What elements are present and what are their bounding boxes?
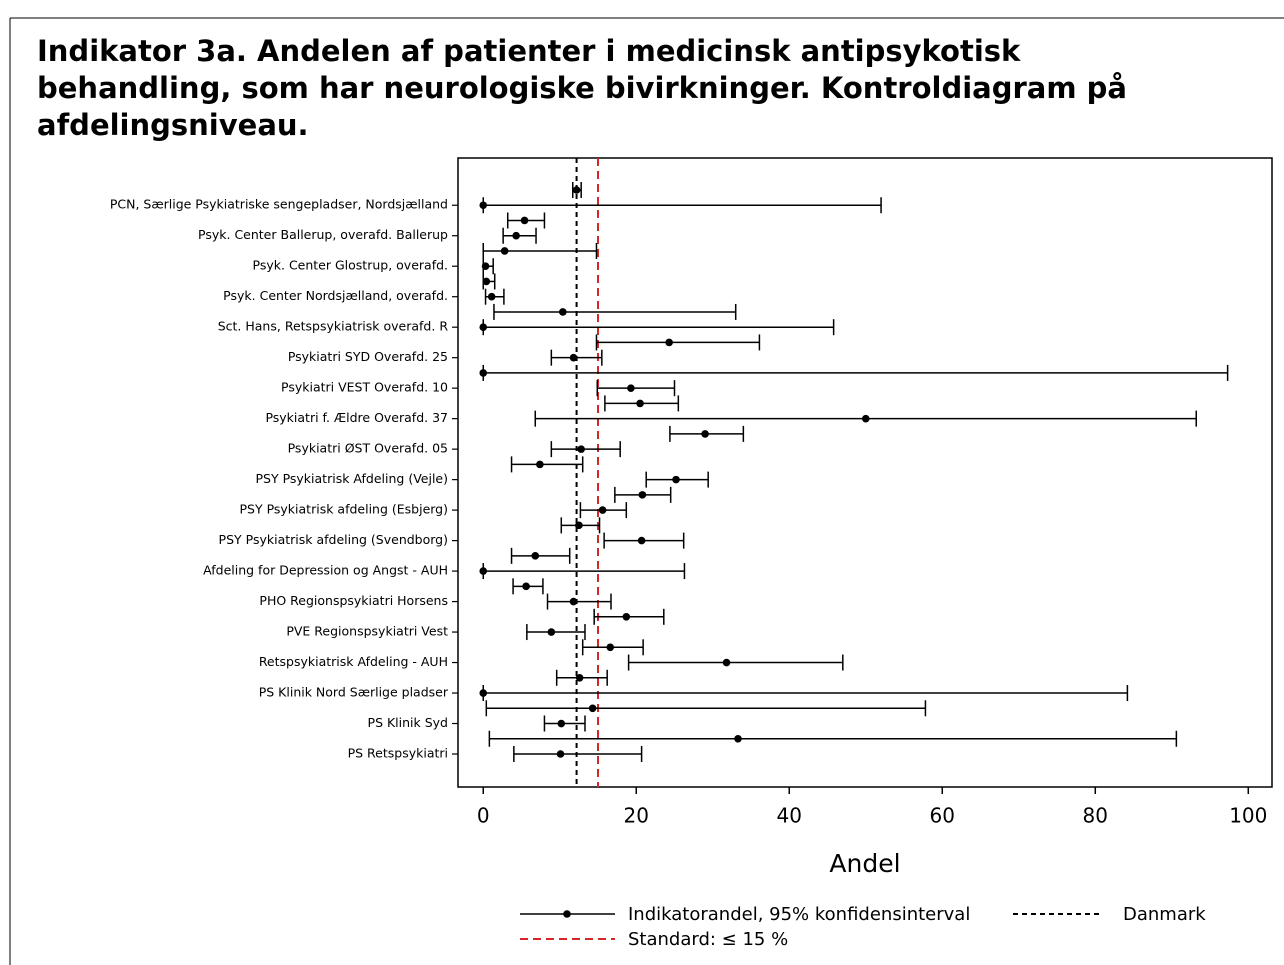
y-tick-label: Psyk. Center Nordsjælland, overafd. (223, 288, 448, 303)
point (575, 521, 583, 530)
point (569, 597, 578, 606)
chart-title: Indikator 3a. Andelen af patienter i med… (37, 34, 1021, 68)
point (569, 353, 578, 362)
point (577, 445, 585, 453)
point (479, 201, 488, 210)
point (606, 643, 615, 652)
x-tick-label: 80 (1083, 804, 1108, 828)
legend-label: Standard: ≤ 15 % (628, 929, 788, 950)
x-tick-label: 100 (1229, 804, 1267, 828)
point (556, 750, 565, 758)
y-tick-label: Psykiatri ØST Overafd. 05 (288, 441, 448, 456)
point (479, 689, 488, 697)
y-tick-label: Psykiatri f. Ældre Overafd. 37 (265, 410, 448, 425)
point (536, 460, 544, 469)
y-tick-label: Psyk. Center Glostrup, overafd. (253, 258, 448, 273)
point (520, 216, 529, 225)
point (588, 704, 597, 713)
point (547, 628, 556, 636)
y-tick-label: PHO Regionspsykiatri Horsens (259, 593, 448, 608)
x-tick-label: 40 (777, 804, 802, 828)
y-tick-label: Psyk. Center Ballerup, overafd. Ballerup (198, 227, 448, 242)
point (638, 491, 647, 499)
point (672, 475, 680, 484)
y-tick-label: PS Klinik Syd (368, 715, 448, 730)
point (734, 734, 742, 743)
y-tick-label: PCN, Særlige Psykiatriske sengepladser, … (110, 197, 448, 212)
point (622, 613, 631, 621)
point (500, 247, 509, 255)
legend-marker (563, 910, 571, 918)
point (665, 338, 673, 347)
y-tick-label: Retspsykiatrisk Afdeling - AUH (259, 654, 448, 669)
point (559, 308, 567, 316)
y-tick-label: PSY Psykiatrisk afdeling (Svendborg) (219, 532, 448, 547)
point (627, 384, 635, 392)
y-tick-label: Afdeling for Depression og Angst - AUH (203, 563, 448, 578)
point (522, 582, 530, 591)
point (531, 552, 540, 560)
point (479, 369, 488, 377)
y-tick-label: Psykiatri VEST Overafd. 10 (281, 380, 448, 395)
point (861, 414, 870, 423)
point (701, 430, 709, 438)
y-tick-label: PS Retspsykiatri (348, 746, 448, 761)
x-tick-label: 20 (624, 804, 649, 828)
legend-label: Indikatorandel, 95% konfidensinterval (628, 904, 970, 925)
point (722, 658, 731, 667)
y-tick-label: PVE Regionspsykiatri Vest (286, 624, 448, 639)
point (575, 673, 584, 682)
point (479, 567, 488, 575)
point (598, 506, 607, 514)
point (636, 399, 644, 408)
point (487, 292, 496, 301)
y-tick-label: PS Klinik Nord Særlige pladser (259, 685, 449, 700)
point (637, 536, 646, 545)
point (479, 323, 488, 331)
x-axis-label: Andel (829, 849, 900, 878)
y-tick-label: Psykiatri SYD Overafd. 25 (288, 349, 448, 364)
point (512, 231, 520, 240)
chart-title: behandling, som har neurologiske bivirkn… (37, 71, 1127, 105)
x-tick-label: 60 (930, 804, 955, 828)
chart-title: afdelingsniveau. (37, 108, 309, 142)
y-tick-label: PSY Psykiatrisk afdeling (Esbjerg) (240, 502, 449, 517)
plot-area (457, 157, 1273, 788)
point (482, 277, 491, 286)
x-tick-label: 0 (477, 804, 490, 828)
point (572, 186, 581, 194)
y-tick-label: PSY Psykiatrisk Afdeling (Vejle) (256, 471, 449, 486)
y-tick-label: Sct. Hans, Retspsykiatrisk overafd. R (218, 319, 449, 334)
point (557, 719, 566, 728)
point (481, 262, 490, 271)
legend-label: Danmark (1123, 904, 1206, 925)
